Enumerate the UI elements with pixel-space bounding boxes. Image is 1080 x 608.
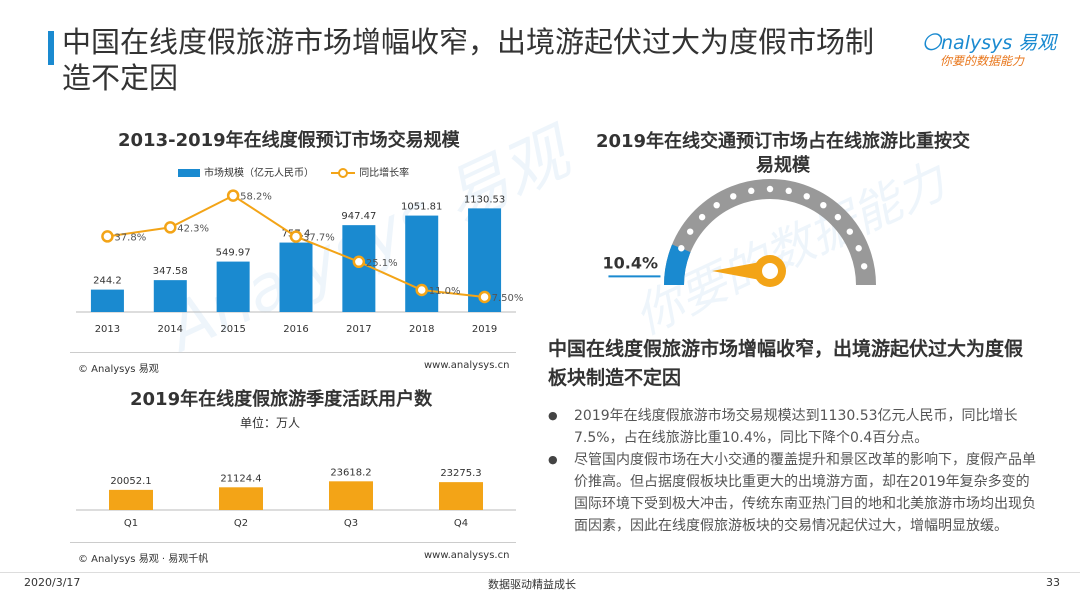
bar [219,487,263,510]
legend-line-label: 同比增长率 [359,168,410,179]
growth-label: 7.50% [492,293,524,304]
chart1-legend: 市场规模（亿元人民币） 同比增长率 [178,164,409,179]
chart1-divider [70,352,516,353]
summary-bullet: 2019年在线度假旅游市场交易规模达到1130.53亿元人民币，同比增长7.5%… [548,405,1038,449]
growth-label: 11.0% [429,286,461,297]
x-tick-label: 2013 [95,324,120,335]
x-tick-label: 2014 [158,324,183,335]
chart2-divider [70,542,516,543]
bar [329,481,373,510]
bar [342,225,376,312]
x-tick-label: Q3 [344,518,358,529]
gauge-tick-dot [748,187,755,195]
bar [109,489,153,510]
chart1-source: © Analysys 易观 [78,364,159,375]
summary-title: 中国在线度假旅游市场增幅收窄，出境游起伏过大为度假板块制造不定因 [548,338,1024,389]
gauge-value-label: 10.4% [602,253,658,272]
gauge-title: 2019年在线交通预订市场占在线旅游比重按交易规模 [595,131,971,176]
growth-point [164,221,177,234]
x-tick-label: 2016 [283,324,308,335]
gauge-value-arc [664,244,691,286]
bar-value-label: 21124.4 [220,473,261,484]
logo-mark: 〇 [922,32,942,54]
growth-label: 42.3% [177,223,209,234]
x-tick-label: 2018 [409,324,434,335]
chart2-plot: 20052.1 Q1 21124.4 Q2 23618.2 Q3 23275.3 Q4 [76,467,516,529]
bar-value-label: 23618.2 [330,467,371,478]
brand-logo: 〇nalysys 易观 你要的数据能力 [922,28,1062,76]
bar-value-label: 947.47 [341,211,376,222]
footer-divider [0,572,1080,573]
growth-point [289,230,303,243]
bar-value-label: 1130.53 [464,194,505,205]
growth-point [101,230,114,243]
gauge-tick-dot [803,193,810,200]
growth-point [415,283,428,297]
gauge-tick-dot [860,263,868,270]
gauge-tick-dot [686,228,694,235]
chart1-source-url: www.analysys.cn [424,360,510,371]
title-accent-bar [48,31,54,65]
legend-bar-swatch [178,169,200,177]
bar [279,242,313,312]
gauge-tick-dot [820,201,827,209]
growth-label: 37.7% [303,233,335,244]
x-tick-label: Q4 [454,518,468,529]
footer-slogan: 数据驱动精益成长 [488,578,576,591]
gauge-tick-dot [766,185,774,193]
gauge-tick-dot [713,201,720,209]
growth-label: 25.1% [366,258,398,269]
bar-value-label: 244.2 [93,276,122,287]
gauge-tick-dot [730,193,737,200]
summary-bullet: 尽管国内度假市场在大小交通的覆盖提升和景区改革的影响下，度假产品单价推高。但占据… [548,449,1038,537]
bar-value-label: 347.58 [153,266,188,277]
growth-point [226,189,240,202]
logo-slogan: 你要的数据能力 [940,54,1025,68]
gauge-tick-dot [855,245,862,252]
gauge-tick-dot [834,213,842,221]
chart2-source-url: www.analysys.cn [424,550,510,561]
footer-page-number: 33 [1046,576,1060,589]
growth-label: 58.2% [240,192,272,203]
chart2-unit: 单位：万人 [240,416,301,430]
gauge-tick-dot [678,245,685,252]
chart2-title: 2019年在线度假旅游季度活跃用户数 [130,389,433,410]
gauge-hub-center [762,263,778,279]
gauge-chart: 10.4% [602,179,876,287]
legend-line-swatch [331,168,356,178]
growth-point [478,290,491,304]
gauge-tick-dot [698,213,706,221]
bar-value-label: 549.97 [216,248,251,259]
chart1-title: 2013-2019年在线度假预订市场交易规模 [118,130,460,151]
bar [439,482,483,510]
x-tick-label: Q1 [124,518,138,529]
footer-date: 2020/3/17 [24,576,81,589]
growth-label: 37.8% [114,232,146,243]
chart2-source: © Analysys 易观 · 易观千帆 [78,554,209,565]
bar [405,215,439,312]
legend-bar-label: 市场规模（亿元人民币） [204,168,314,179]
x-tick-label: 2019 [472,324,497,335]
x-tick-label: Q2 [234,518,248,529]
x-tick-label: 2017 [346,324,371,335]
summary-bullets: 2019年在线度假旅游市场交易规模达到1130.53亿元人民币，同比增长7.5%… [548,405,1038,537]
page-title: 中国在线度假旅游市场增幅收窄，出境游起伏过大为度假市场制造不定因 [62,25,875,95]
bar-value-label: 20052.1 [110,476,151,487]
bar [153,280,187,312]
bar [90,289,124,312]
growth-point [352,255,366,269]
bar-value-label: 23275.3 [440,468,481,479]
x-tick-label: 2015 [220,324,245,335]
chart1-plot: 244.22013347.582014549.972015757.4201694… [76,189,523,335]
gauge-tick-dot [846,228,854,235]
gauge-tick-dot [785,187,792,195]
bar [216,261,250,312]
gauge-pointer [712,261,766,281]
bar-value-label: 1051.81 [401,202,442,213]
logo-brand: 〇nalysys 易观 [922,32,1057,54]
